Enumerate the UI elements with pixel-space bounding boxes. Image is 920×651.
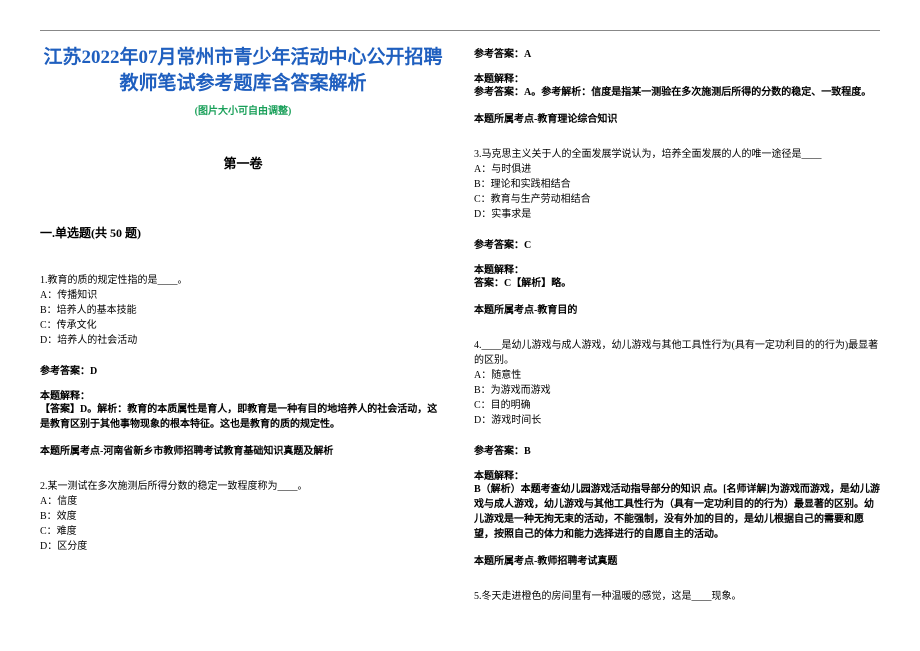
q2-stem: 2.某一测试在多次施测后所得分数的稳定一致程度称为____。 — [40, 479, 446, 494]
q3-expl-heading: 本题解释： — [474, 261, 880, 276]
q4-opt-b: B：为游戏而游戏 — [474, 383, 880, 398]
q4-answer: 参考答案：B — [474, 442, 880, 457]
q2-opt-d: D：区分度 — [40, 539, 446, 554]
question-1: 1.教育的质的规定性指的是____。 A：传播知识 B：培养人的基本技能 C：传… — [40, 273, 446, 457]
q4-expl-heading: 本题解释： — [474, 467, 880, 482]
question-2: 2.某一测试在多次施测后所得分数的稳定一致程度称为____。 A：信度 B：效度… — [40, 479, 446, 554]
q1-opt-c: C：传承文化 — [40, 318, 446, 333]
q3-kp: 本题所属考点-教育目的 — [474, 301, 880, 316]
question-5: 5.冬天走进橙色的房间里有一种温暖的感觉，这是____现象。 — [474, 589, 880, 604]
doc-subtitle: (图片大小可自由调整) — [40, 102, 446, 117]
q2-expl-heading: 本题解释： — [474, 70, 880, 85]
q1-opt-a: A：传播知识 — [40, 288, 446, 303]
q3-opt-a: A：与时俱进 — [474, 162, 880, 177]
q4-stem: 4.____是幼儿游戏与成人游戏，幼儿游戏与其他工具性行为(具有一定功利目的的行… — [474, 338, 880, 368]
q1-expl-heading: 本题解释： — [40, 387, 446, 402]
q3-answer: 参考答案：C — [474, 236, 880, 251]
q1-stem: 1.教育的质的规定性指的是____。 — [40, 273, 446, 288]
q2-kp: 本题所属考点-教育理论综合知识 — [474, 110, 880, 125]
q2-opt-b: B：效度 — [40, 509, 446, 524]
q1-expl: 【答案】D。解析：教育的本质属性是育人，即教育是一种有目的地培养人的社会活动，这… — [40, 402, 446, 432]
q3-opt-b: B：理论和实践相结合 — [474, 177, 880, 192]
q2-opt-a: A：信度 — [40, 494, 446, 509]
section-heading: 一.单选题(共 50 题) — [40, 224, 446, 241]
q3-expl: 答案：C【解析】略。 — [474, 276, 880, 291]
q2-opt-c: C：难度 — [40, 524, 446, 539]
q3-opt-d: D：实事求是 — [474, 207, 880, 222]
q4-opt-c: C：目的明确 — [474, 398, 880, 413]
question-3: 3.马克思主义关于人的全面发展学说认为，培养全面发展的人的唯一途径是____ A… — [474, 147, 880, 316]
q5-stem: 5.冬天走进橙色的房间里有一种温暖的感觉，这是____现象。 — [474, 589, 880, 604]
question-4: 4.____是幼儿游戏与成人游戏，幼儿游戏与其他工具性行为(具有一定功利目的的行… — [474, 338, 880, 567]
q4-kp: 本题所属考点-教师招聘考试真题 — [474, 552, 880, 567]
top-rule — [40, 30, 880, 31]
q2-expl: 参考答案：A。参考解析：信度是指某一测验在多次施测后所得的分数的稳定、一致程度。 — [474, 85, 880, 100]
q4-expl: B（解析）本题考查幼儿园游戏活动指导部分的知识 点。[名师详解]为游戏而游戏，是… — [474, 482, 880, 542]
volume-heading: 第一卷 — [40, 153, 446, 172]
q1-kp: 本题所属考点-河南省新乡市教师招聘考试教育基础知识真题及解析 — [40, 442, 446, 457]
q1-answer: 参考答案：D — [40, 362, 446, 377]
q3-opt-c: C：教育与生产劳动相结合 — [474, 192, 880, 207]
q4-opt-d: D：游戏时间长 — [474, 413, 880, 428]
q1-opt-d: D：培养人的社会活动 — [40, 333, 446, 348]
right-column: 参考答案：A 本题解释： 参考答案：A。参考解析：信度是指某一测验在多次施测后所… — [474, 45, 880, 604]
q2-answer: 参考答案：A — [474, 45, 880, 60]
two-column-layout: 江苏2022年07月常州市青少年活动中心公开招聘教师笔试参考题库含答案解析 (图… — [40, 45, 880, 604]
left-column: 江苏2022年07月常州市青少年活动中心公开招聘教师笔试参考题库含答案解析 (图… — [40, 45, 446, 604]
q3-stem: 3.马克思主义关于人的全面发展学说认为，培养全面发展的人的唯一途径是____ — [474, 147, 880, 162]
q1-opt-b: B：培养人的基本技能 — [40, 303, 446, 318]
q4-opt-a: A：随意性 — [474, 368, 880, 383]
doc-title: 江苏2022年07月常州市青少年活动中心公开招聘教师笔试参考题库含答案解析 — [40, 45, 446, 96]
question-2-cont: 参考答案：A 本题解释： 参考答案：A。参考解析：信度是指某一测验在多次施测后所… — [474, 45, 880, 125]
